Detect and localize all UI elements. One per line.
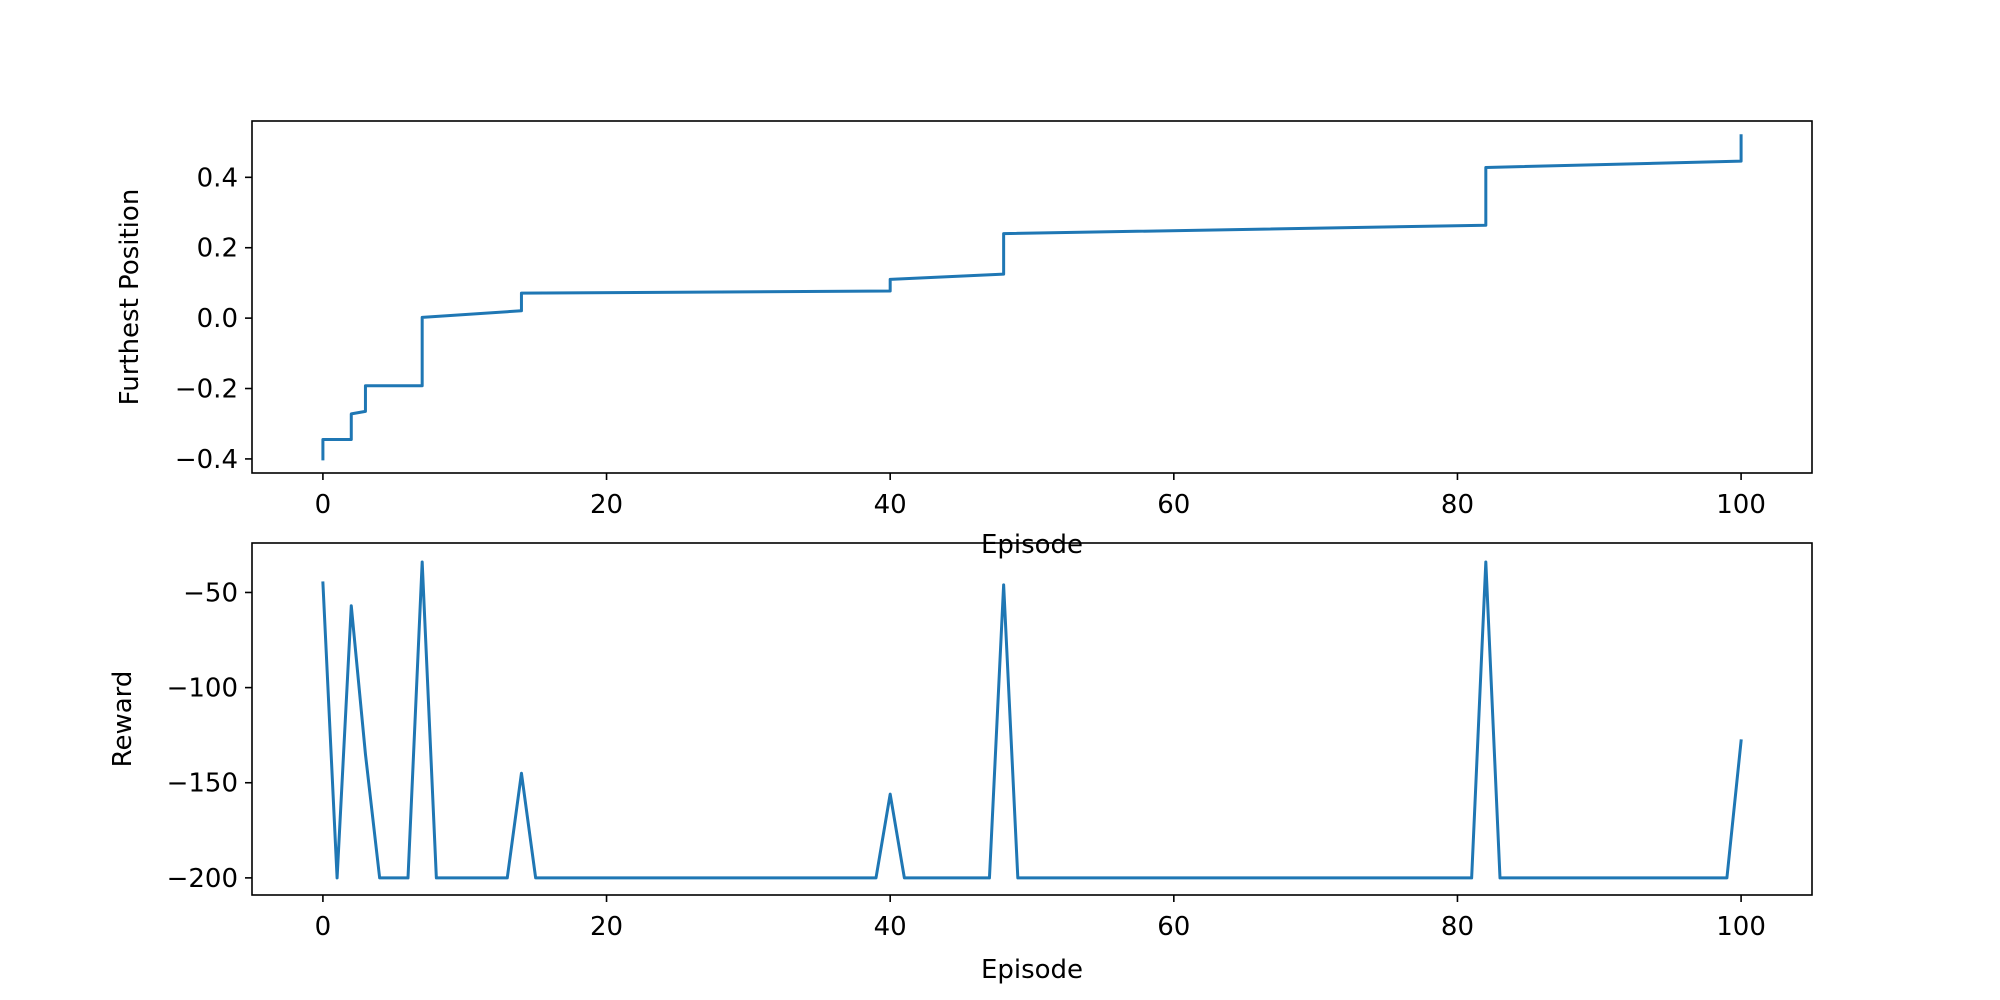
reward-axes-frame <box>251 542 1813 896</box>
position-y-tick-label: −0.4 <box>175 445 238 475</box>
reward-x-tick-label: 0 <box>315 912 332 942</box>
reward-chart: 0 20 40 60 80 100 −50 −100 −150 −200 Episode Reward <box>108 542 1813 985</box>
reward-y-tick-label: −200 <box>167 864 238 894</box>
position-y-tick-label: 0.4 <box>197 163 238 193</box>
reward-x-axis-label: Episode <box>981 955 1083 985</box>
reward-x-tick-label: 40 <box>874 912 907 942</box>
reward-x-tick-label: 80 <box>1441 912 1474 942</box>
position-y-tick-label: 0.0 <box>197 304 238 334</box>
reward-x-tick-label: 100 <box>1716 912 1766 942</box>
position-x-tick-label: 80 <box>1441 490 1474 520</box>
position-y-tick-label: −0.2 <box>175 375 238 405</box>
reward-y-axis-label: Reward <box>108 671 138 768</box>
position-x-tick-label: 0 <box>315 490 332 520</box>
position-x-tick-label: 60 <box>1157 490 1190 520</box>
reward-y-tick-label: −50 <box>183 578 238 608</box>
furthest-position-chart: 0 20 40 60 80 100 −0.4 −0.2 0.0 0.2 0.4 Episode Furt… <box>115 120 1813 560</box>
position-axes-frame <box>251 120 1813 474</box>
position-y-axis-label: Furthest Position <box>115 189 145 406</box>
position-x-tick-label: 100 <box>1716 490 1766 520</box>
reward-y-tick-label: −100 <box>167 674 238 704</box>
reward-y-tick-label: −150 <box>167 769 238 799</box>
position-series-line <box>321 134 1743 461</box>
position-x-axis-label: Episode <box>981 530 1083 560</box>
reward-series-line <box>321 560 1743 880</box>
reward-x-tick-label: 60 <box>1157 912 1190 942</box>
position-x-tick-label: 20 <box>590 490 623 520</box>
position-x-tick-label: 40 <box>874 490 907 520</box>
reward-x-tick-label: 20 <box>590 912 623 942</box>
position-y-tick-label: 0.2 <box>197 234 238 264</box>
